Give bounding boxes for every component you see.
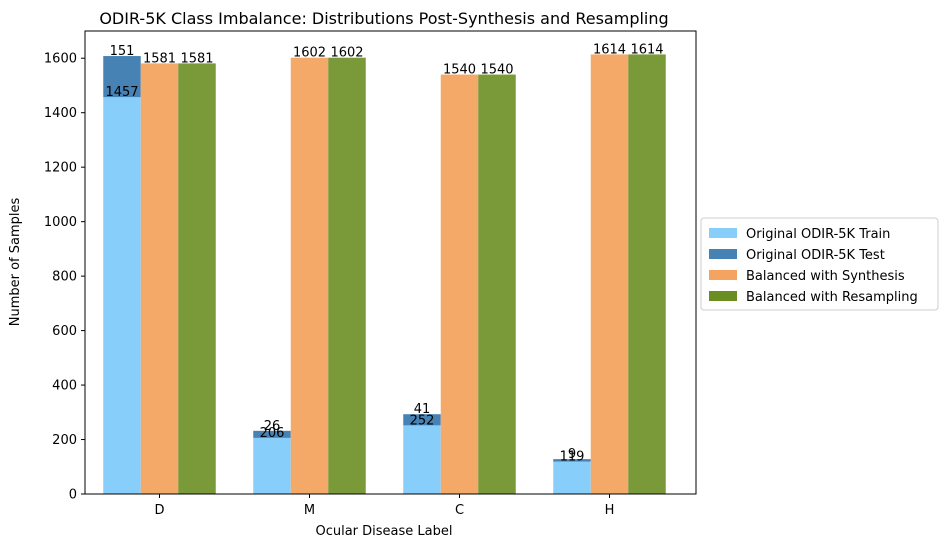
y-tick-label-400: 400: [52, 379, 77, 394]
legend-label-2: Balanced with Synthesis: [746, 269, 905, 284]
bar-train-H: [553, 461, 591, 494]
legend-swatch-1: [709, 249, 737, 259]
data-label-resampling-M: 1602: [330, 46, 363, 61]
data-label-test-D: 151: [110, 44, 135, 59]
legend-box: [700, 217, 939, 311]
y-axis: 0 200 400 600 800 1000 1200 1400 1600: [44, 52, 85, 503]
legend-swatch-2: [709, 270, 737, 280]
chart-title: ODIR-5K Class Imbalance: Distributions P…: [99, 9, 668, 28]
x-tick-label-M: M: [304, 503, 315, 518]
y-tick-label-1600: 1600: [44, 52, 77, 67]
y-tick-label-800: 800: [52, 270, 77, 285]
y-tick-label-0: 0: [69, 488, 77, 503]
legend: Original ODIR-5K Train Original ODIR-5K T…: [700, 217, 939, 311]
y-tick-label-200: 200: [52, 433, 77, 448]
data-label-train-H: 119: [560, 450, 585, 465]
data-label-train-C: 252: [410, 413, 435, 428]
bar-synthesis-C: [440, 74, 479, 494]
data-label-synthesis-H: 1614: [593, 42, 626, 57]
y-tick-label-1200: 1200: [44, 161, 77, 176]
data-label-synthesis-D: 1581: [143, 51, 176, 66]
bar-synthesis-M: [290, 57, 329, 495]
legend-swatch-3: [709, 291, 737, 301]
bars-layer: [103, 54, 666, 495]
bar-test-H: [553, 459, 591, 462]
bar-synthesis-H: [590, 54, 629, 494]
bar-resampling-M: [328, 57, 366, 495]
plot-frame: [84, 30, 697, 495]
bar-test-D: [103, 56, 141, 98]
data-label-resampling-D: 1581: [180, 51, 213, 66]
data-label-test-M: 26: [264, 419, 281, 434]
legend-label-3: Balanced with Resampling: [746, 290, 918, 305]
y-tick-label-1400: 1400: [44, 106, 77, 121]
y-tick-label-1000: 1000: [44, 215, 77, 230]
bar-resampling-D: [178, 63, 216, 494]
bar-train-M: [253, 437, 291, 494]
bar-synthesis-D: [140, 63, 179, 494]
x-tick-label-D: D: [154, 503, 164, 518]
bar-resampling-H: [628, 54, 666, 494]
data-label-resampling-C: 1540: [480, 63, 513, 78]
data-label-test-H: 9: [568, 447, 576, 462]
x-axis-label: Ocular Disease Label: [315, 524, 452, 539]
legend-label-0: Original ODIR-5K Train: [746, 227, 890, 242]
bar-resampling-C: [478, 74, 516, 494]
y-axis-label: Number of Samples: [8, 198, 23, 327]
data-label-resampling-H: 1614: [630, 42, 663, 57]
legend-swatch-0: [709, 228, 737, 238]
x-tick-label-H: H: [605, 503, 615, 518]
data-label-train-M: 206: [260, 426, 285, 441]
x-tick-label-C: C: [455, 503, 464, 518]
data-label-synthesis-M: 1602: [293, 46, 326, 61]
data-label-synthesis-C: 1540: [443, 63, 476, 78]
y-tick-label-600: 600: [52, 324, 77, 339]
bar-train-D: [103, 97, 141, 494]
data-label-test-C: 41: [414, 402, 431, 417]
bar-test-M: [253, 430, 291, 438]
bar-test-C: [403, 414, 441, 426]
bar-train-C: [403, 425, 441, 494]
data-label-train-D: 1457: [105, 85, 138, 100]
legend-label-1: Original ODIR-5K Test: [746, 248, 885, 263]
